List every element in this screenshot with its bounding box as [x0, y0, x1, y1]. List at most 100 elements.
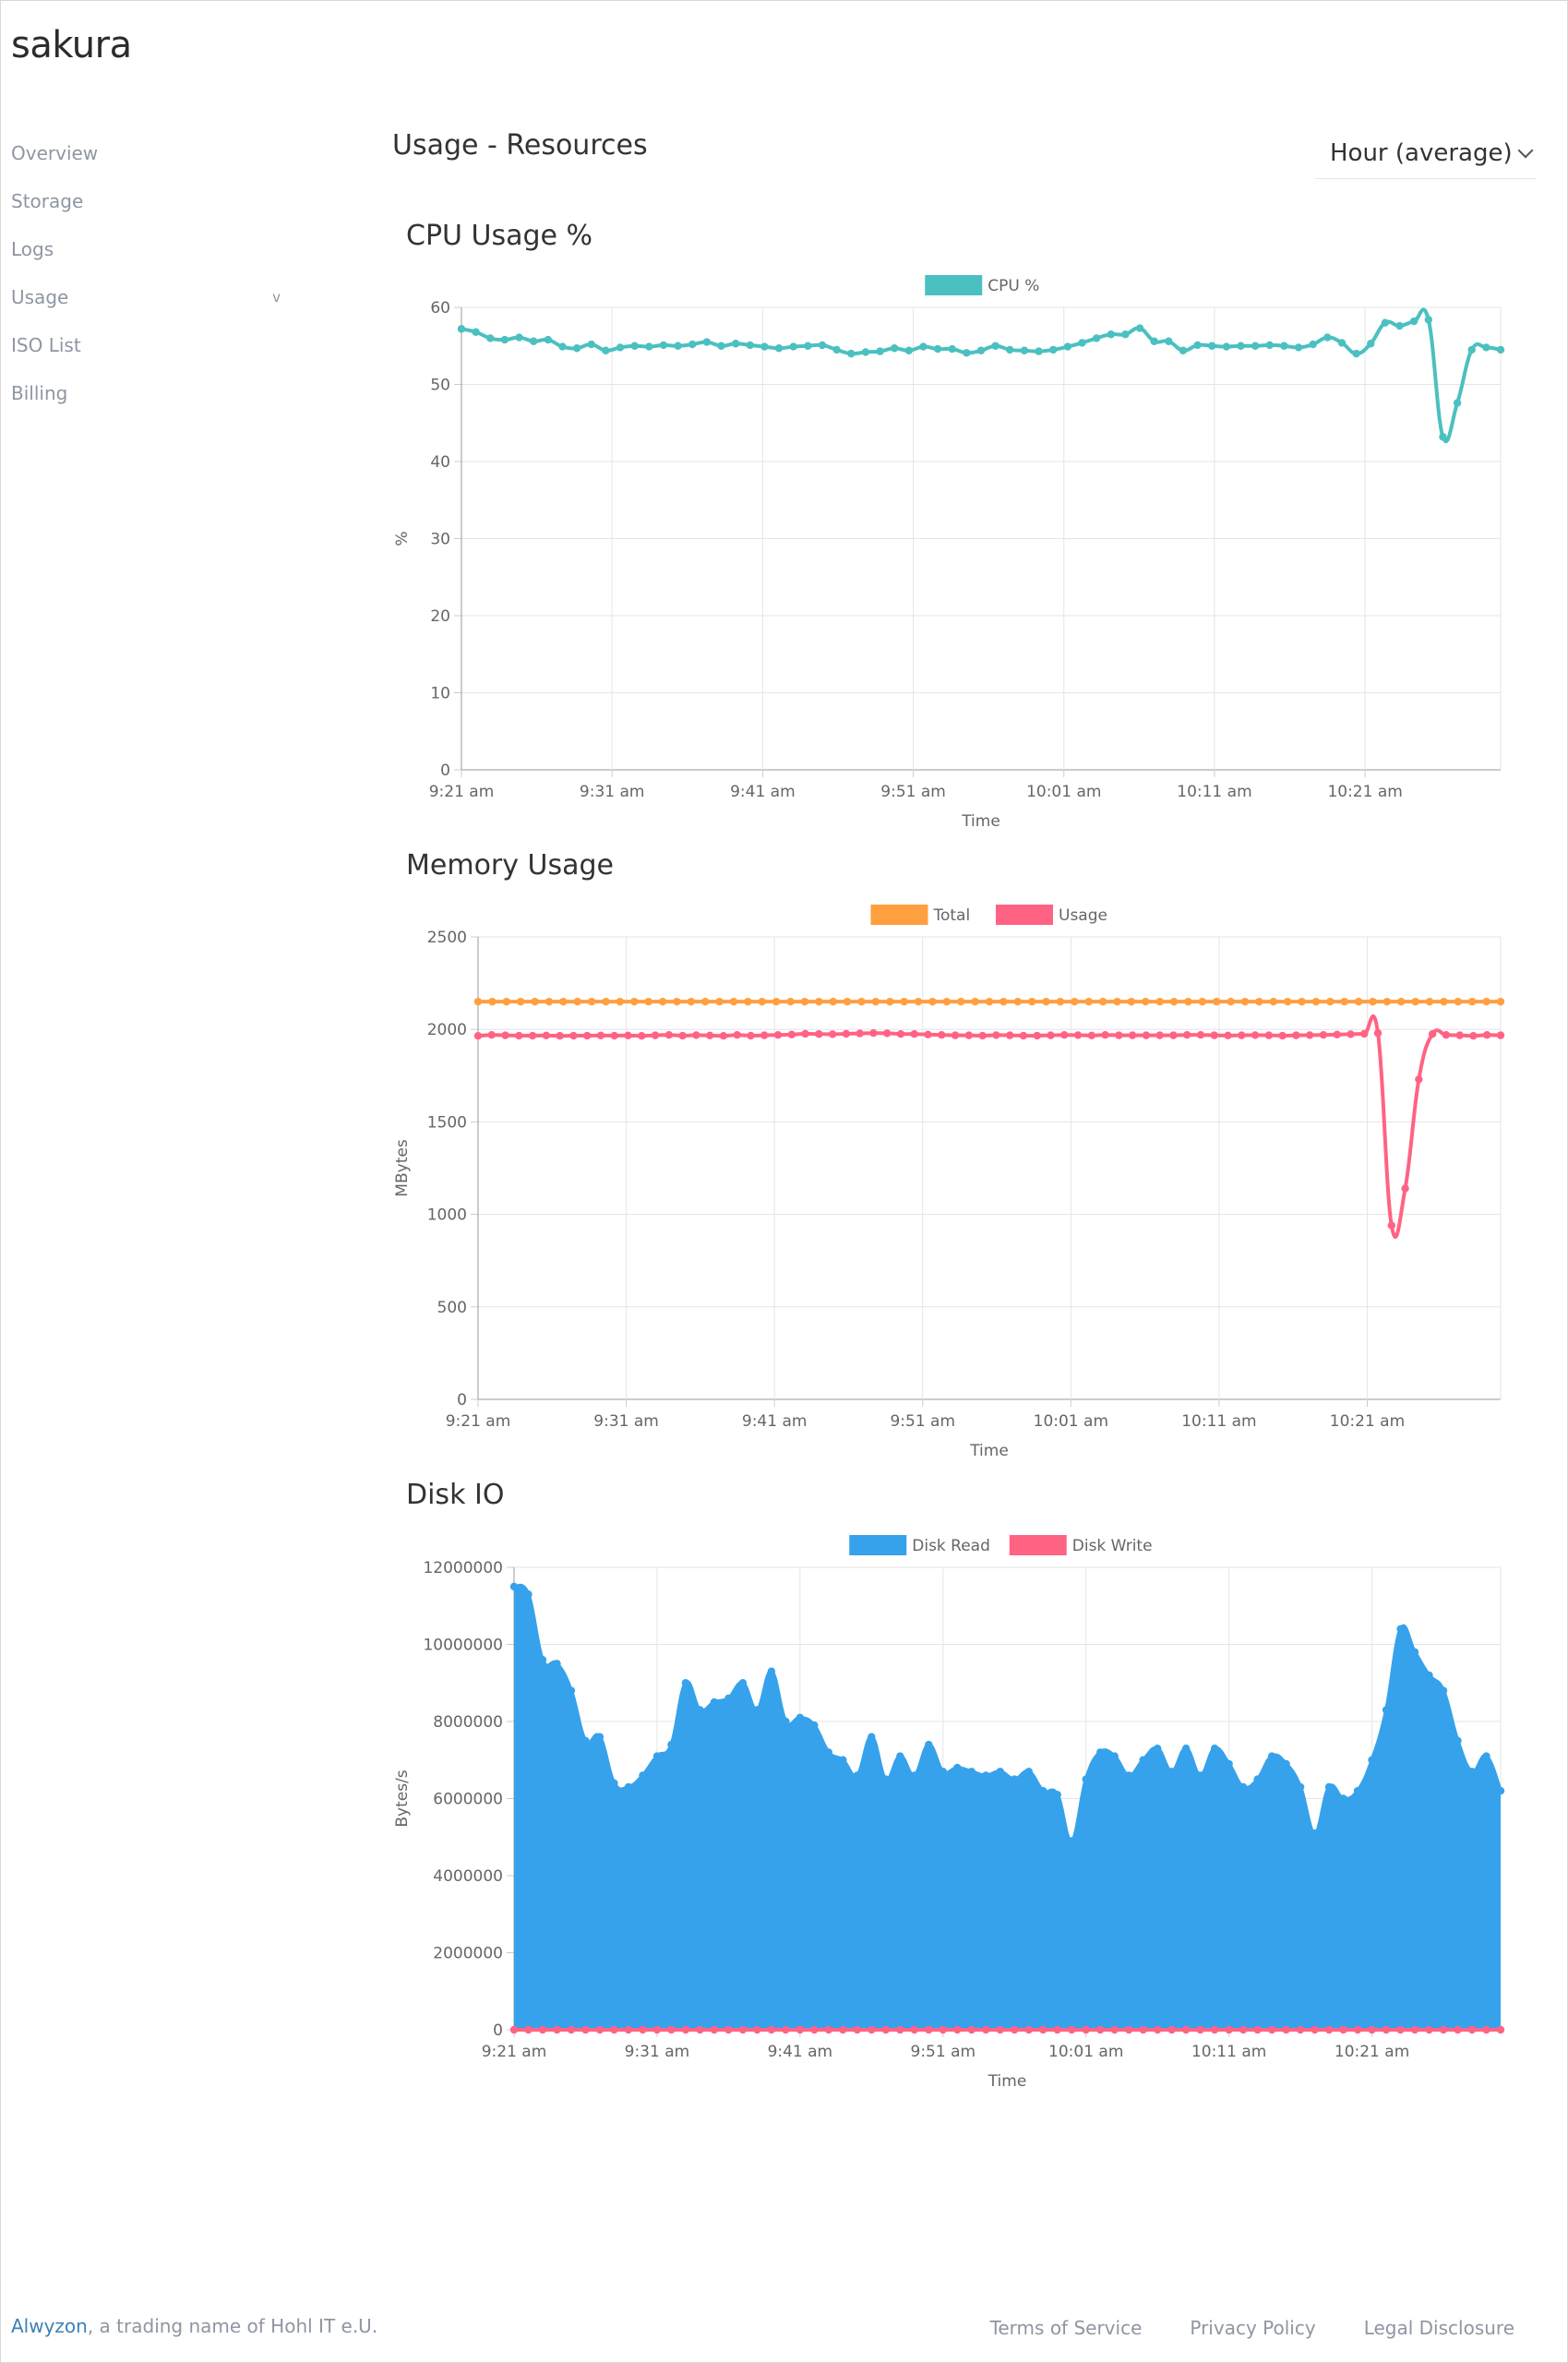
data-point: [658, 997, 667, 1006]
data-point: [545, 997, 554, 1006]
x-tick-label: 9:41 am: [768, 2043, 833, 2061]
data-point: [1169, 997, 1179, 1006]
sidebar-item-iso-list[interactable]: ISO List: [11, 321, 288, 369]
data-point: [1184, 997, 1192, 1006]
data-point: [1352, 349, 1360, 358]
data-point: [610, 1779, 618, 1788]
data-point: [810, 1721, 819, 1730]
data-point: [515, 1031, 523, 1040]
data-point: [1225, 2025, 1233, 2034]
y-tick-label: 10: [430, 685, 450, 703]
data-point: [1096, 2025, 1105, 2034]
data-point: [963, 349, 971, 357]
data-point: [1098, 997, 1107, 1006]
data-point: [1087, 1031, 1096, 1040]
data-point: [624, 1782, 633, 1792]
data-point: [1294, 343, 1303, 352]
data-point: [1115, 1031, 1123, 1039]
data-point: [1110, 2025, 1119, 2034]
data-point: [1333, 1030, 1341, 1039]
data-point: [1225, 1759, 1233, 1769]
data-point: [1326, 997, 1335, 1006]
data-point: [1324, 1782, 1334, 1792]
data-point: [1353, 2025, 1362, 2034]
data-point: [681, 1679, 690, 1687]
data-point: [639, 1771, 647, 1780]
data-point: [938, 1031, 946, 1039]
data-point: [696, 2025, 704, 2034]
series-area: [514, 1585, 1501, 2030]
data-point: [717, 342, 725, 350]
data-point: [610, 1031, 618, 1040]
data-point: [1142, 1031, 1151, 1039]
data-point: [610, 2025, 618, 2034]
data-point: [1198, 997, 1207, 1006]
data-point: [1282, 1759, 1290, 1769]
data-point: [800, 997, 809, 1006]
data-point: [818, 341, 827, 350]
sidebar-item-usage[interactable]: Usage v: [11, 273, 288, 321]
legend-label: Total: [933, 906, 971, 925]
data-point: [630, 342, 639, 350]
terms-link[interactable]: Terms of Service: [989, 2317, 1143, 2339]
time-range-value: Hour (average): [1330, 138, 1513, 167]
data-point: [1324, 2025, 1334, 2034]
data-point: [773, 1031, 783, 1039]
data-point: [978, 1031, 987, 1040]
data-point: [1496, 2025, 1505, 2034]
data-point: [1127, 997, 1136, 1006]
data-point: [1296, 1782, 1305, 1792]
data-point: [1024, 2025, 1033, 2034]
data-point: [1092, 334, 1101, 342]
data-point: [1382, 2025, 1391, 2034]
x-tick-label: 9:21 am: [429, 783, 495, 801]
sidebar-item-storage[interactable]: Storage: [11, 177, 288, 225]
data-point: [1196, 1771, 1204, 1780]
data-point: [553, 1660, 561, 1668]
data-point: [595, 1733, 604, 1741]
data-point: [1347, 1030, 1355, 1038]
x-tick-label: 9:31 am: [580, 783, 645, 801]
data-point: [815, 1030, 823, 1038]
time-range-select[interactable]: Hour (average): [1315, 127, 1537, 179]
legend-swatch: [849, 1535, 907, 1555]
data-point: [1396, 1625, 1405, 1634]
data-point: [1337, 339, 1347, 347]
data-point: [753, 2025, 761, 2034]
data-point: [1224, 1031, 1232, 1040]
data-point: [1013, 997, 1022, 1006]
data-point: [724, 1694, 733, 1703]
data-point: [1454, 2025, 1462, 2034]
data-point: [1482, 1752, 1490, 1760]
data-point: [1482, 343, 1490, 352]
data-point: [1139, 2025, 1147, 2034]
sidebar-item-overview[interactable]: Overview: [11, 129, 288, 177]
data-point: [1424, 316, 1433, 324]
x-tick-label: 10:11 am: [1181, 1412, 1256, 1431]
data-point: [910, 2025, 918, 2034]
x-tick-label: 10:21 am: [1327, 783, 1402, 801]
data-point: [953, 1763, 962, 1772]
data-point: [1251, 1031, 1260, 1039]
data-point: [1264, 1031, 1274, 1039]
legal-disclosure-link[interactable]: Legal Disclosure: [1363, 2317, 1514, 2339]
data-point: [924, 1030, 932, 1039]
data-point: [1181, 1745, 1191, 1753]
privacy-link[interactable]: Privacy Policy: [1190, 2317, 1316, 2339]
data-point: [828, 1030, 837, 1038]
x-axis-title: Time: [961, 812, 1000, 831]
data-point: [673, 997, 681, 1006]
data-point: [1455, 1031, 1464, 1039]
data-point: [1239, 1782, 1248, 1792]
data-point: [1397, 997, 1406, 1006]
data-point: [1282, 2025, 1290, 2034]
data-point: [715, 997, 724, 1006]
sidebar-item-logs[interactable]: Logs: [11, 225, 288, 273]
data-point: [957, 997, 965, 1006]
x-tick-label: 9:51 am: [880, 783, 946, 801]
y-tick-label: 4000000: [433, 1867, 503, 1886]
sidebar-item-billing[interactable]: Billing: [11, 369, 288, 417]
alwyzon-link[interactable]: Alwyzon: [11, 2315, 88, 2337]
data-point: [914, 997, 923, 1006]
